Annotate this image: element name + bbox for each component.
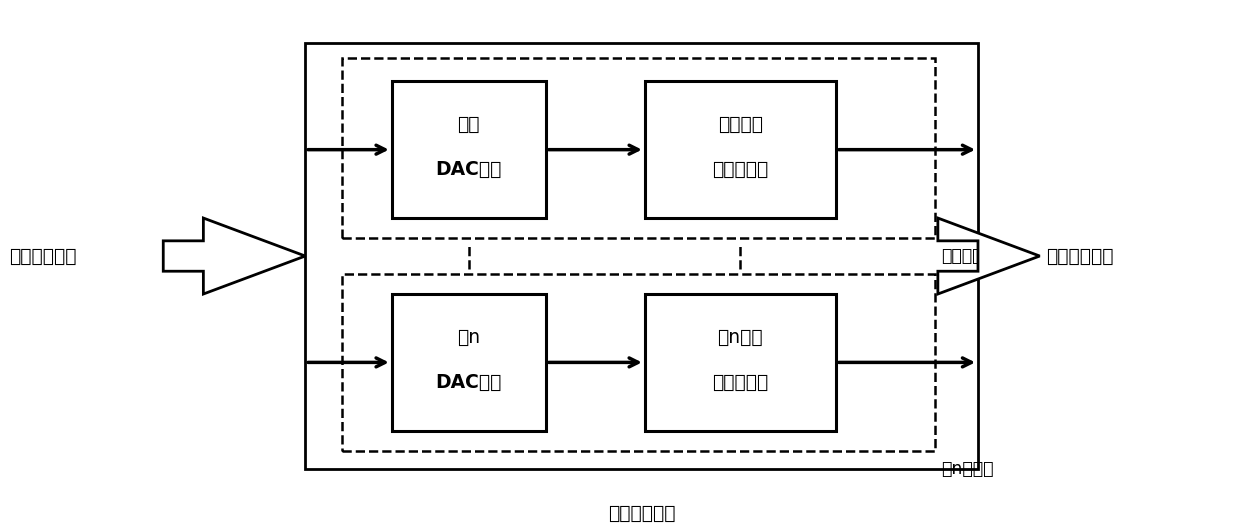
Text: 相位控制模块: 相位控制模块 <box>608 504 676 523</box>
Text: 阵列天线模块: 阵列天线模块 <box>1045 247 1114 266</box>
Text: 第一运算: 第一运算 <box>718 115 763 134</box>
Text: 放大器模块: 放大器模块 <box>712 160 769 179</box>
Text: 微控制器模块: 微控制器模块 <box>9 247 77 266</box>
Bar <box>342 58 935 238</box>
Bar <box>645 81 836 218</box>
Text: 第一: 第一 <box>458 115 480 134</box>
Text: 第n: 第n <box>458 328 480 347</box>
Polygon shape <box>937 218 1039 294</box>
Bar <box>645 294 836 431</box>
Bar <box>392 294 546 431</box>
Text: DAC模块: DAC模块 <box>435 160 502 179</box>
Text: 第n子模块: 第n子模块 <box>941 460 993 478</box>
Bar <box>342 274 935 451</box>
Bar <box>305 43 978 469</box>
Polygon shape <box>164 218 305 294</box>
Bar <box>392 81 546 218</box>
Text: 放大器模块: 放大器模块 <box>712 373 769 392</box>
Text: DAC模块: DAC模块 <box>435 373 502 392</box>
Text: 第n运算: 第n运算 <box>718 328 763 347</box>
Text: 第一子模块: 第一子模块 <box>941 247 993 266</box>
